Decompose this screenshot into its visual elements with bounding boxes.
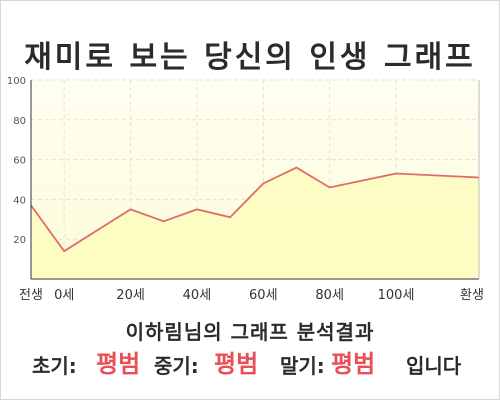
- x-tick-label: 100세: [378, 288, 415, 303]
- y-tick-label: 20: [13, 235, 26, 246]
- late-stage-value: 평범: [331, 350, 376, 378]
- y-tick-label: 40: [13, 195, 26, 206]
- x-tick-label: 80세: [315, 288, 344, 303]
- analysis-result-row: 초기: 평범 중기: 평범 말기: 평범 입니다: [0, 344, 500, 380]
- early-stage-value: 평범: [96, 350, 141, 378]
- early-stage-label: 초기:: [32, 354, 77, 378]
- analysis-heading: 이하림님의 그래프 분석결과: [125, 320, 375, 344]
- x-tick-label: 60세: [249, 288, 278, 303]
- life-graph-chart: 20 40 60 80 100 전생 0세 20세 40세 60세 80세 100세 환생: [7, 76, 484, 303]
- x-tick-label: 20세: [116, 288, 145, 303]
- x-tick-label: 전생: [19, 288, 43, 303]
- middle-stage-label: 중기:: [154, 354, 199, 378]
- x-tick-label: 환생: [460, 288, 484, 303]
- y-tick-label: 60: [13, 156, 26, 167]
- series-area: [31, 167, 479, 279]
- x-tick-label: 0세: [54, 288, 74, 303]
- x-tick-label: 40세: [183, 288, 212, 303]
- page-title: 재미로 보는 당신의 인생 그래프: [24, 40, 476, 75]
- y-tick-label: 100: [7, 76, 26, 87]
- late-stage-label: 말기:: [280, 354, 325, 378]
- y-tick-label: 80: [13, 116, 26, 127]
- ending-text: 입니다: [406, 354, 462, 378]
- series-line: [30, 166, 480, 253]
- middle-stage-value: 평범: [214, 350, 259, 378]
